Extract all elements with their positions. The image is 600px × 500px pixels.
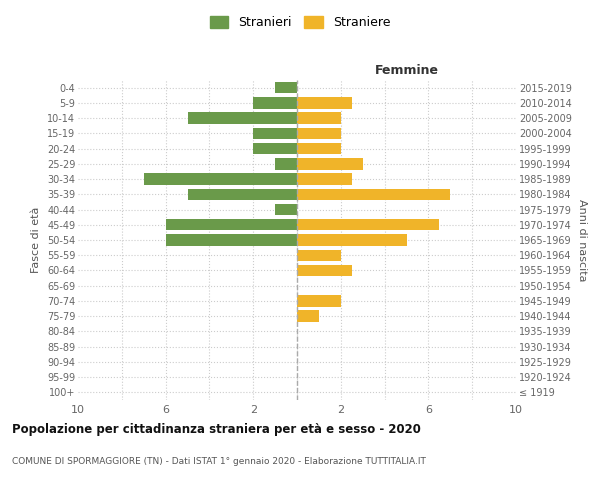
Bar — [297, 219, 439, 230]
Bar — [166, 219, 297, 230]
Bar — [297, 158, 362, 170]
Y-axis label: Fasce di età: Fasce di età — [31, 207, 41, 273]
Bar — [297, 112, 341, 124]
Bar — [275, 158, 297, 170]
Y-axis label: Anni di nascita: Anni di nascita — [577, 198, 587, 281]
Bar — [253, 143, 297, 154]
Bar — [297, 128, 341, 139]
Bar — [297, 174, 352, 185]
Bar — [144, 174, 297, 185]
Text: COMUNE DI SPORMAGGIORE (TN) - Dati ISTAT 1° gennaio 2020 - Elaborazione TUTTITAL: COMUNE DI SPORMAGGIORE (TN) - Dati ISTAT… — [12, 458, 426, 466]
Bar — [275, 204, 297, 215]
Text: Femmine: Femmine — [374, 64, 439, 77]
Bar — [297, 97, 352, 108]
Bar — [297, 250, 341, 261]
Bar — [297, 234, 407, 246]
Bar — [275, 82, 297, 94]
Legend: Stranieri, Straniere: Stranieri, Straniere — [205, 11, 395, 34]
Text: Popolazione per cittadinanza straniera per età e sesso - 2020: Popolazione per cittadinanza straniera p… — [12, 422, 421, 436]
Bar — [297, 310, 319, 322]
Bar — [297, 188, 450, 200]
Bar — [297, 143, 341, 154]
Bar — [297, 295, 341, 306]
Bar — [187, 112, 297, 124]
Bar — [166, 234, 297, 246]
Bar — [253, 128, 297, 139]
Bar — [187, 188, 297, 200]
Bar — [253, 97, 297, 108]
Bar — [297, 265, 352, 276]
